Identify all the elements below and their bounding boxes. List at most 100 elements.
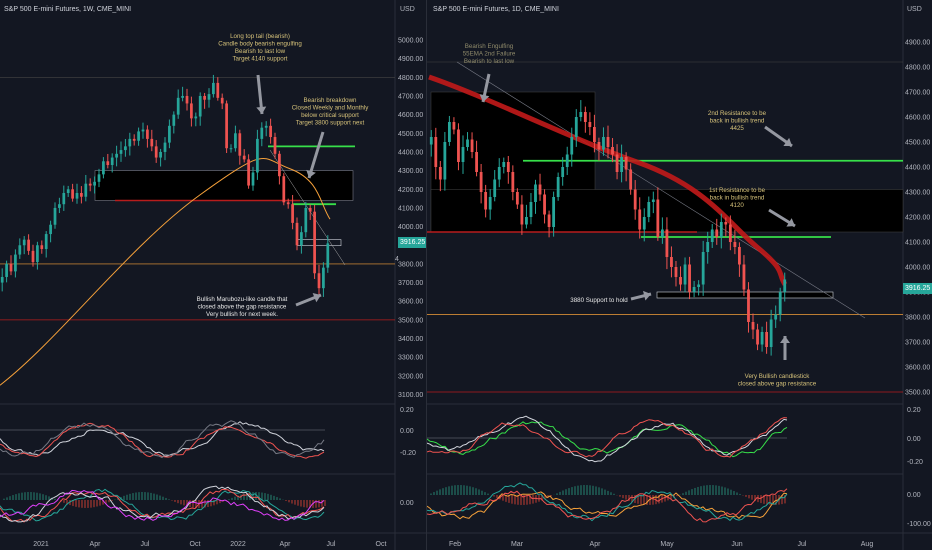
candle-body xyxy=(128,138,132,147)
histogram-bar xyxy=(700,486,702,495)
candle-body xyxy=(18,245,22,255)
histogram-bar xyxy=(138,492,140,500)
histogram-bar xyxy=(712,485,714,495)
candle-body xyxy=(44,234,48,249)
histogram-bar xyxy=(529,495,531,505)
histogram-bar xyxy=(739,493,741,495)
daily-arrow-res1-head xyxy=(786,218,795,227)
daily-chart-canvas[interactable]: 4900.00 4800.00 4700.00 4600.00 4500.00 4400.… xyxy=(427,0,932,550)
daily-currency-label: USD xyxy=(907,6,922,13)
histogram-bar xyxy=(285,500,287,502)
candle-body xyxy=(547,214,551,227)
candle-body xyxy=(168,125,171,143)
osc-axis-label: -0.20 xyxy=(400,450,416,457)
histogram-bar xyxy=(39,493,41,500)
histogram-bar xyxy=(640,495,642,505)
daily-annotation-res2-line: 2nd Resistance to be xyxy=(708,110,767,117)
y-axis-tick-label: 4300.00 xyxy=(398,168,423,175)
weekly-annotation-top-line: Target 4140 support xyxy=(232,56,287,63)
histogram-bar xyxy=(568,488,570,495)
histogram-bar xyxy=(96,500,98,507)
histogram-bar xyxy=(508,495,510,503)
candle-body xyxy=(493,179,497,197)
y-axis-tick-label: 4200.00 xyxy=(905,215,930,222)
candle-body xyxy=(447,122,451,142)
candle-body xyxy=(229,148,233,150)
weekly-chart-title: S&P 500 E-mini Futures, 1W, CME_MINI xyxy=(4,6,132,13)
histogram-bar xyxy=(496,495,498,499)
daily-annotation-res1-line: 4120 xyxy=(730,202,744,209)
oscillator-line xyxy=(427,488,788,523)
histogram-bar xyxy=(264,493,266,500)
histogram-bar xyxy=(297,500,299,506)
x-axis-tick-label: Apr xyxy=(590,541,602,548)
histogram-bar xyxy=(171,500,173,501)
histogram-bar xyxy=(607,490,609,495)
histogram-bar xyxy=(511,495,513,504)
x-axis-tick-label: May xyxy=(660,541,674,548)
candle-body xyxy=(0,276,4,283)
candle-body xyxy=(141,129,145,132)
histogram-bar xyxy=(673,495,675,498)
candle-body xyxy=(579,112,583,117)
candle-body xyxy=(506,162,510,172)
candle-body xyxy=(738,247,741,265)
candle-body xyxy=(706,242,710,252)
gap-support-box xyxy=(656,291,834,299)
histogram-bar xyxy=(439,489,441,495)
candle-body xyxy=(172,114,176,126)
candle-body xyxy=(5,263,8,277)
histogram-bar xyxy=(520,495,522,505)
y-axis-tick-label: 3800.00 xyxy=(905,315,930,322)
histogram-bar xyxy=(261,492,263,500)
histogram-bar xyxy=(628,495,630,501)
y-axis-tick-label: 3300.00 xyxy=(398,355,423,362)
candle-body xyxy=(326,243,330,268)
candle-body xyxy=(216,82,220,98)
candle-body xyxy=(163,142,167,152)
histogram-bar xyxy=(715,485,717,495)
histogram-bar xyxy=(601,488,603,495)
candle-body xyxy=(615,154,619,172)
histogram-bar xyxy=(117,498,119,500)
histogram-bar xyxy=(210,500,212,507)
histogram-bar xyxy=(156,494,158,500)
weekly-annotation-mid-line: Bearish breakdown xyxy=(304,97,358,104)
histogram-bar xyxy=(294,500,296,505)
candle-body xyxy=(58,204,61,208)
y-axis-tick-label: 3600.00 xyxy=(398,299,423,306)
oscillator-line xyxy=(427,482,788,522)
candle-body xyxy=(479,172,483,192)
histogram-bar xyxy=(754,495,756,501)
histogram-bar xyxy=(664,495,666,502)
daily-chart-pane[interactable]: 4900.00 4800.00 4700.00 4600.00 4500.00 4400.… xyxy=(426,0,932,550)
candle-body xyxy=(176,97,180,115)
histogram-bar xyxy=(186,500,188,507)
histogram-bar xyxy=(21,492,23,500)
histogram-bar xyxy=(748,495,750,499)
oscillator-line xyxy=(427,491,788,520)
candle-body xyxy=(80,193,83,197)
candle-body xyxy=(470,139,474,152)
y-axis-tick-label: 3800.00 xyxy=(398,261,423,268)
weekly-chart-pane[interactable]: 5000.00 4900.00 4800.00 4700.00 4600.00 4500.… xyxy=(0,0,428,550)
histogram-bar xyxy=(763,495,765,504)
osc-axis-label: 0.20 xyxy=(400,407,414,414)
histogram-bar xyxy=(727,488,729,495)
histogram-bar xyxy=(153,493,155,500)
histogram-bar xyxy=(231,497,233,500)
candle-body xyxy=(751,322,755,330)
histogram-bar xyxy=(586,485,588,495)
y-axis-tick-label: 4500.00 xyxy=(905,140,930,147)
histogram-bar xyxy=(3,498,5,500)
histogram-bar xyxy=(775,495,777,505)
weekly-chart-canvas[interactable]: 5000.00 4900.00 4800.00 4700.00 4600.00 4500.… xyxy=(0,0,426,550)
candle-body xyxy=(295,222,299,246)
histogram-bar xyxy=(523,495,525,505)
candle-body xyxy=(529,202,533,217)
candle-body xyxy=(9,263,13,272)
daily-annotation-bottom-line: Very Bullish candlestick xyxy=(745,373,811,380)
histogram-bar xyxy=(448,486,450,495)
candle-body xyxy=(570,137,574,155)
candle-body xyxy=(515,192,519,205)
